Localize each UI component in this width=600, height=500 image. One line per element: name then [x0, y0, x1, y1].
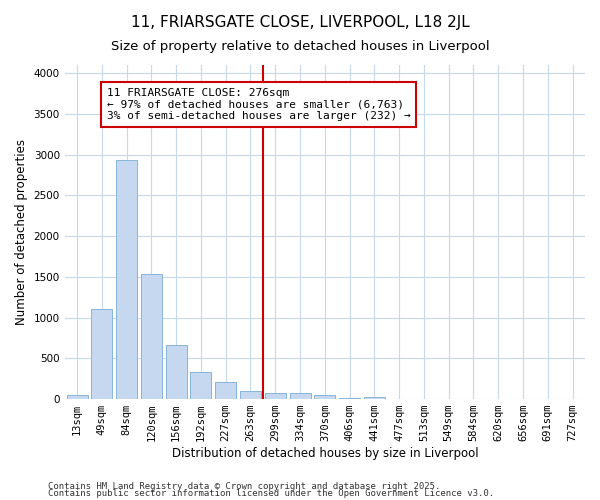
Bar [116, 160, 137, 399]
Bar [240, 392, 261, 399]
X-axis label: Distribution of detached houses by size in Liverpool: Distribution of detached houses by size … [172, 447, 478, 460]
Y-axis label: Number of detached properties: Number of detached properties [15, 139, 28, 325]
Bar [314, 396, 335, 399]
Bar [91, 308, 112, 399]
Bar [290, 393, 311, 399]
Bar [215, 382, 236, 399]
Text: Contains public sector information licensed under the Open Government Licence v3: Contains public sector information licen… [48, 489, 494, 498]
Bar [141, 274, 162, 399]
Text: Contains HM Land Registry data © Crown copyright and database right 2025.: Contains HM Land Registry data © Crown c… [48, 482, 440, 491]
Text: 11 FRIARSGATE CLOSE: 276sqm
← 97% of detached houses are smaller (6,763)
3% of s: 11 FRIARSGATE CLOSE: 276sqm ← 97% of det… [107, 88, 410, 121]
Bar [166, 346, 187, 399]
Bar [364, 398, 385, 399]
Bar [67, 394, 88, 399]
Bar [265, 392, 286, 399]
Bar [339, 398, 360, 399]
Text: Size of property relative to detached houses in Liverpool: Size of property relative to detached ho… [110, 40, 490, 53]
Text: 11, FRIARSGATE CLOSE, LIVERPOOL, L18 2JL: 11, FRIARSGATE CLOSE, LIVERPOOL, L18 2JL [131, 15, 469, 30]
Bar [190, 372, 211, 399]
